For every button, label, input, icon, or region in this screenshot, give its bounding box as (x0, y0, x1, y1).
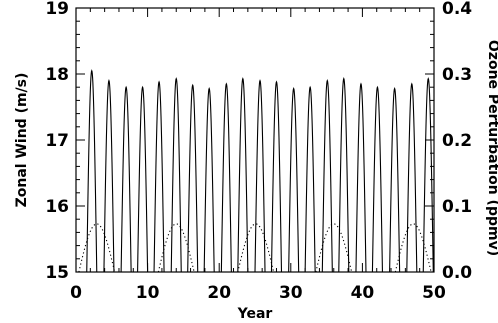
x-tick-label: 0 (70, 283, 82, 303)
wind-pulse (355, 82, 367, 273)
wind-pulse (338, 77, 350, 273)
y2-tick-label: 0.1 (442, 197, 472, 217)
y2-axis-title: Ozone Perturbation (ppmv) (485, 40, 498, 256)
y2-tick-label: 0.2 (442, 131, 472, 151)
ozone-pulse (157, 223, 195, 273)
ozone-pulse (78, 223, 116, 273)
wind-pulse (203, 87, 215, 273)
y-tick-label: 19 (45, 0, 69, 19)
series-1 (86, 69, 434, 273)
ozone-pulse (394, 223, 432, 273)
wind-pulse (120, 85, 132, 273)
x-tick-label: 20 (207, 283, 231, 303)
wind-pulse (187, 83, 199, 273)
x-tick-label: 50 (422, 283, 446, 303)
ozone-pulse (315, 223, 353, 273)
y-axis-title: Zonal Wind (m/s) (14, 73, 30, 208)
wind-pulse (270, 80, 283, 273)
y2-tick-label: 0.0 (442, 263, 472, 283)
ozone-pulse (237, 223, 275, 273)
wind-pulse (254, 79, 266, 273)
tick-labels: 0 10 20 30 40 50 15 16 17 18 19 0.0 0.1 0.2 0.3 0.4 (45, 0, 472, 303)
wind-pulse (153, 80, 165, 273)
wind-pulse (304, 85, 316, 273)
wind-pulse (86, 69, 98, 273)
wind-pulse (422, 77, 434, 273)
wind-pulse (103, 79, 115, 273)
wind-pulse (389, 87, 401, 273)
wind-pulse (288, 87, 300, 273)
wind-pulse (237, 77, 249, 273)
wind-pulse (220, 82, 232, 273)
y-tick-label: 15 (45, 263, 69, 283)
wind-pulse (170, 77, 182, 273)
wind-pulse (137, 85, 149, 273)
series-2 (78, 223, 432, 273)
x-tick-label: 10 (136, 283, 160, 303)
wind-pulse (321, 79, 333, 273)
x-tick-label: 30 (279, 283, 303, 303)
wind-pulse (406, 82, 418, 273)
y-tick-label: 17 (45, 131, 69, 151)
x-axis-title: Year (237, 306, 273, 322)
x-tick-label: 40 (351, 283, 375, 303)
y2-tick-label: 0.3 (442, 65, 472, 85)
wind-pulse (371, 85, 383, 273)
y2-tick-label: 0.4 (442, 0, 472, 19)
y-tick-label: 16 (45, 197, 69, 217)
y-tick-label: 18 (45, 65, 69, 85)
series-layer (78, 69, 434, 273)
